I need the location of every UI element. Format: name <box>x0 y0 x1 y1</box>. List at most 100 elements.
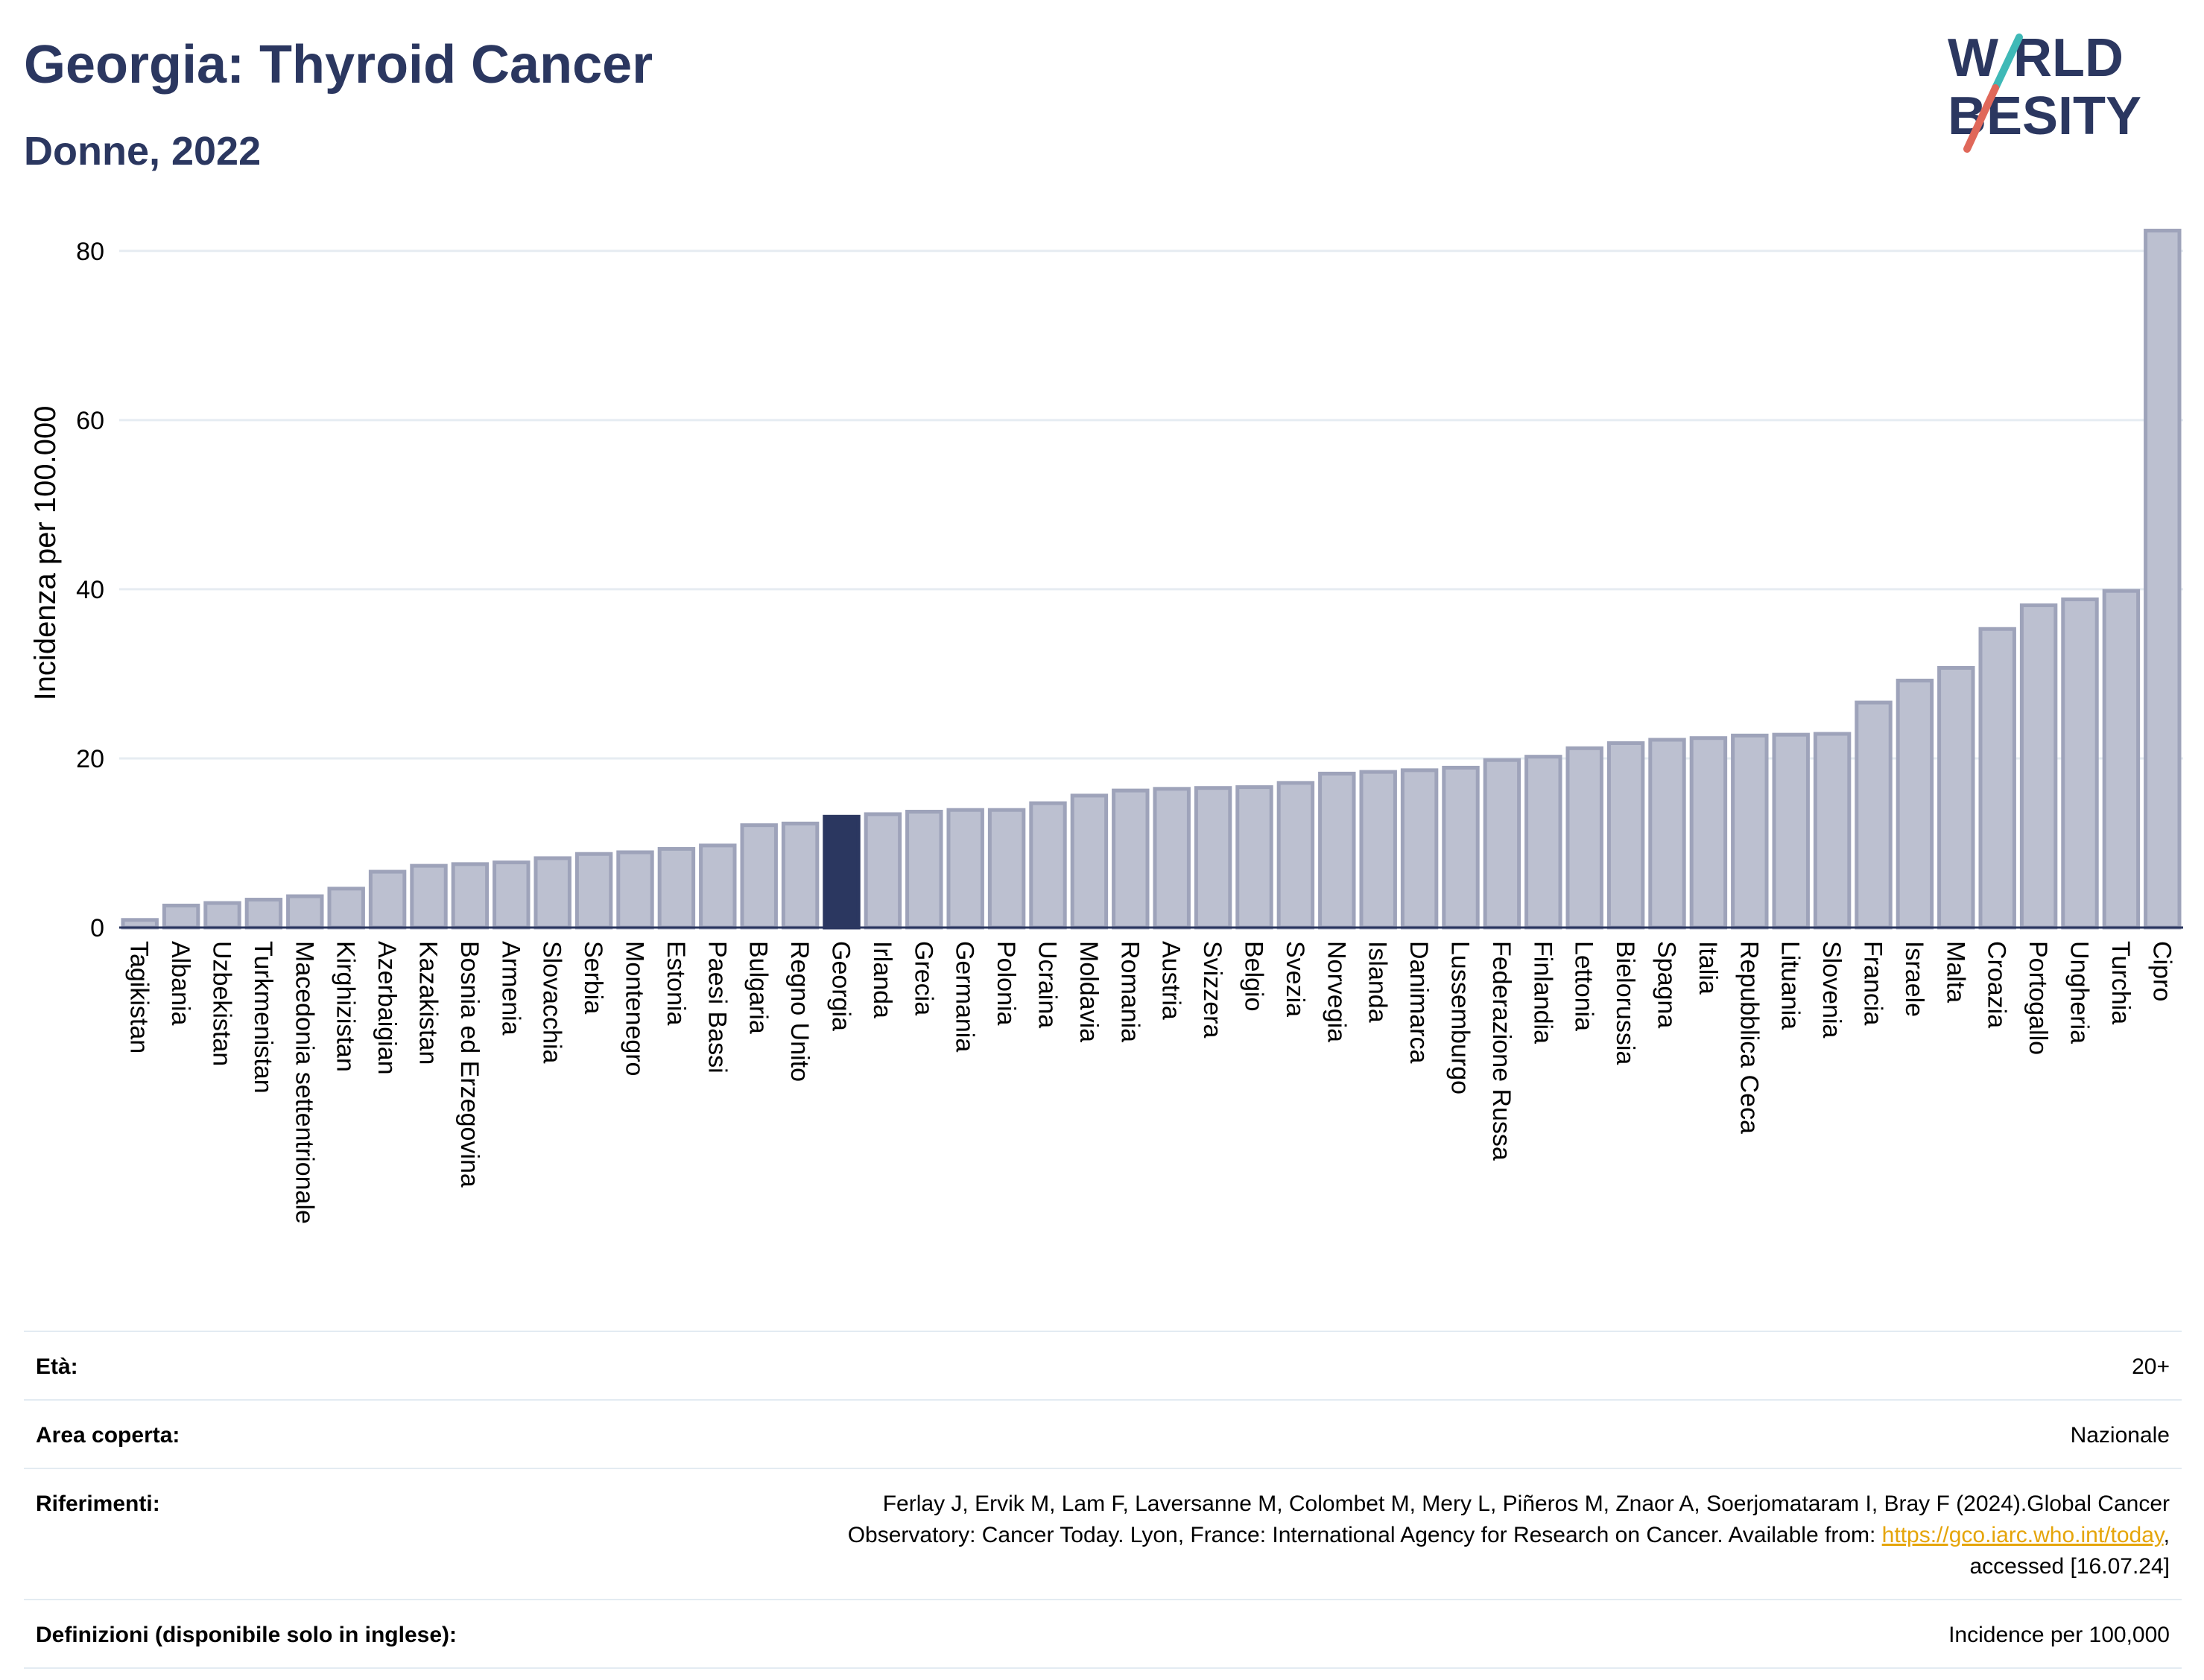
bar <box>657 846 696 930</box>
bar <box>410 863 448 930</box>
bar <box>905 809 943 930</box>
x-tick-label: Germania <box>951 941 979 1052</box>
bar <box>533 856 571 930</box>
bar <box>1112 788 1150 930</box>
x-tick-label: Slovenia <box>1817 941 1846 1039</box>
bar <box>823 814 861 930</box>
x-tick-label: Portogallo <box>2024 941 2052 1055</box>
references-value: Ferlay J, Ervik M, Lam F, Laversanne M, … <box>614 1468 2182 1600</box>
x-tick-label: Ungheria <box>2065 941 2094 1044</box>
x-tick-label: Georgia <box>827 941 855 1031</box>
x-tick-label: Islanda <box>1364 941 1392 1023</box>
bar <box>493 860 531 930</box>
bar <box>1442 765 1480 930</box>
bar <box>574 852 613 930</box>
x-tick-label: Croazia <box>1983 941 2011 1028</box>
info-row-age: Età: 20+ <box>24 1331 2182 1400</box>
bar <box>1276 781 1315 930</box>
bar <box>1400 768 1439 930</box>
x-tick-label: Irlanda <box>868 941 896 1018</box>
x-tick-label: Kirghizistan <box>332 941 360 1072</box>
x-tick-label: Bulgaria <box>744 941 773 1034</box>
x-tick-label: Montenegro <box>621 941 649 1076</box>
page-subtitle: Donne, 2022 <box>24 129 262 174</box>
reference-text-3: , <box>2163 1523 2170 1547</box>
bar <box>451 862 490 930</box>
x-tick-label: Italia <box>1694 941 1722 995</box>
x-tick-label: Belgio <box>1240 941 1268 1012</box>
area-label: Area coperta: <box>36 1423 180 1448</box>
x-tick-label: Israele <box>1900 941 1928 1017</box>
bar-chart: 0 20 40 60 80 Incidenza per 100.000 Tagikistan… <box>29 229 2183 1224</box>
x-tick-label: Malta <box>1941 941 1969 1003</box>
references-label: Riferimenti: <box>36 1492 160 1516</box>
x-tick-label: Svizzera <box>1198 941 1226 1038</box>
x-tick-label: Kazakistan <box>414 941 443 1065</box>
age-label: Età: <box>36 1354 78 1379</box>
bar <box>1524 755 1562 930</box>
x-tick-label: Spagna <box>1653 941 1681 1028</box>
reference-link[interactable]: https://gco.iarc.who.int/today <box>1881 1523 2164 1547</box>
x-tick-label: Macedonia settentrionale <box>290 941 318 1224</box>
x-tick-label: Finlandia <box>1528 941 1557 1044</box>
age-value: 20+ <box>2132 1354 2170 1379</box>
info-row-references: Riferimenti: Ferlay J, Ervik M, Lam F, L… <box>24 1468 2182 1600</box>
bar <box>121 918 159 930</box>
x-tick-label: Cipro <box>2147 941 2176 1001</box>
x-tick-label: Paesi Bassi <box>703 941 731 1074</box>
reference-text-2: Observatory: Cancer Today. Lyon, France:… <box>847 1523 1882 1547</box>
x-tick-label: Uzbekistan <box>208 941 236 1066</box>
x-tick-label: Romania <box>1115 941 1144 1042</box>
x-tick-label: Lettonia <box>1570 941 1598 1031</box>
bar <box>368 869 407 930</box>
bar <box>781 821 820 930</box>
bar <box>2144 229 2182 930</box>
y-tick-label: 20 <box>76 745 104 773</box>
x-tick-label: Norvegia <box>1322 941 1350 1042</box>
bar <box>1070 793 1109 930</box>
reference-text-4: accessed [16.07.24] <box>1969 1554 2170 1579</box>
bar <box>616 850 654 930</box>
logo-line-1: W RLD <box>1948 28 2124 88</box>
y-tick-label: 80 <box>76 238 104 266</box>
x-tick-label: Turchia <box>2106 941 2135 1024</box>
bar <box>1483 758 1521 930</box>
x-tick-label: Armenia <box>496 941 525 1036</box>
bar <box>740 823 778 930</box>
logo-slash-teal <box>1992 34 2023 92</box>
x-tick-label: Austria <box>1157 941 1185 1020</box>
bar <box>1318 771 1356 930</box>
x-tick-label: Bielorussia <box>1611 941 1639 1065</box>
bar <box>1937 665 1975 930</box>
bar <box>2019 603 2058 930</box>
x-tick-label: Azerbaigian <box>373 941 401 1075</box>
x-tick-label: Repubblica Ceca <box>1735 941 1763 1134</box>
y-tick-label: 0 <box>90 914 104 942</box>
info-table: Età: 20+ Area coperta: Nazionale Riferim… <box>24 1331 2182 1669</box>
bar <box>1855 700 1893 930</box>
bar <box>864 812 902 930</box>
reference-text-1: Ferlay J, Ervik M, Lam F, Laversanne M, … <box>882 1492 2170 1516</box>
definitions-value: Incidence per 100,000 <box>1948 1623 2170 1647</box>
x-tick-label: Moldavia <box>1074 941 1103 1042</box>
bar <box>1153 787 1191 930</box>
x-tick-label: Danimarca <box>1405 941 1433 1063</box>
bar <box>987 808 1026 930</box>
bar <box>699 843 737 930</box>
y-axis-title: Incidenza per 100.000 <box>29 406 62 701</box>
world-obesity-logo: W RLD BESITY <box>1948 28 2141 153</box>
bar <box>286 894 324 930</box>
x-tick-label: Estonia <box>662 941 690 1025</box>
bar <box>327 887 365 930</box>
logo-slash-red <box>1963 84 1999 153</box>
page-title: Georgia: Thyroid Cancer <box>24 35 653 95</box>
bar <box>1565 746 1603 930</box>
x-tick-label: Regno Unito <box>785 941 814 1082</box>
x-tick-label: Polonia <box>992 941 1020 1026</box>
x-tick-label: Tagikistan <box>125 941 153 1053</box>
bar <box>1235 785 1273 930</box>
x-tick-label: Svezia <box>1281 941 1309 1017</box>
x-tick-label: Serbia <box>579 941 607 1014</box>
bar <box>1978 627 2016 930</box>
info-row-area: Area coperta: Nazionale <box>24 1400 2182 1468</box>
